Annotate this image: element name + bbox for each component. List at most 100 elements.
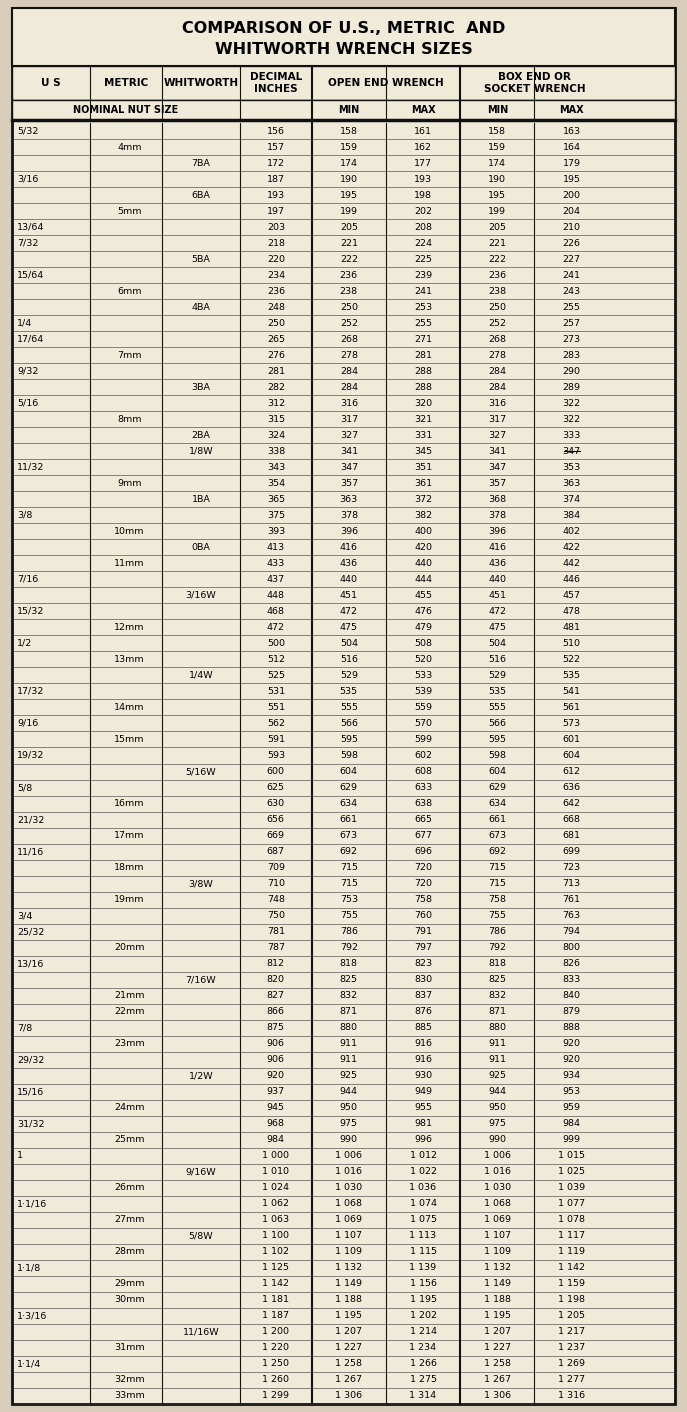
Text: 999: 999 — [563, 1135, 581, 1144]
Text: 320: 320 — [414, 398, 432, 408]
Text: 1 200: 1 200 — [262, 1327, 289, 1336]
Text: 1 207: 1 207 — [335, 1327, 362, 1336]
Text: 281: 281 — [267, 367, 285, 376]
Text: 158: 158 — [488, 127, 506, 136]
Text: 10mm: 10mm — [114, 527, 145, 535]
Text: 30mm: 30mm — [114, 1295, 145, 1305]
Text: 570: 570 — [414, 719, 432, 729]
Bar — [12, 100, 675, 120]
Text: 1 006: 1 006 — [484, 1151, 511, 1161]
Text: 372: 372 — [414, 494, 432, 504]
Text: 163: 163 — [563, 127, 581, 136]
Text: 472: 472 — [267, 623, 285, 633]
Text: 433: 433 — [267, 559, 285, 568]
Text: 1 113: 1 113 — [409, 1231, 437, 1240]
Text: 566: 566 — [488, 719, 506, 729]
Text: 920: 920 — [563, 1039, 581, 1048]
Text: 1 195: 1 195 — [335, 1312, 362, 1320]
Text: 715: 715 — [340, 880, 358, 888]
Text: 833: 833 — [563, 976, 581, 984]
Text: 692: 692 — [488, 847, 506, 856]
Text: 911: 911 — [340, 1039, 358, 1048]
Text: 1 316: 1 316 — [558, 1391, 585, 1401]
Text: 920: 920 — [563, 1055, 581, 1065]
Text: 21mm: 21mm — [114, 991, 145, 1000]
Text: 525: 525 — [267, 671, 285, 681]
Text: 699: 699 — [563, 847, 581, 856]
Text: 440: 440 — [340, 575, 358, 583]
Text: 601: 601 — [563, 736, 581, 744]
Text: 520: 520 — [414, 655, 432, 664]
Text: 226: 226 — [563, 239, 581, 247]
Text: 236: 236 — [488, 271, 506, 280]
Text: 1 237: 1 237 — [558, 1343, 585, 1353]
Text: 21/32: 21/32 — [17, 815, 45, 825]
Text: 797: 797 — [414, 943, 432, 952]
Text: 825: 825 — [488, 976, 506, 984]
Text: 880: 880 — [340, 1024, 358, 1032]
Text: 451: 451 — [488, 590, 506, 600]
Text: 1 142: 1 142 — [262, 1279, 289, 1288]
Text: 204: 204 — [563, 206, 581, 216]
Text: 1 107: 1 107 — [335, 1231, 362, 1240]
Text: 193: 193 — [414, 175, 432, 184]
Text: 876: 876 — [414, 1007, 432, 1017]
Text: 551: 551 — [267, 703, 285, 712]
Text: 830: 830 — [414, 976, 432, 984]
Text: 1 149: 1 149 — [484, 1279, 511, 1288]
Text: 818: 818 — [488, 959, 506, 969]
Text: 1 139: 1 139 — [409, 1264, 437, 1272]
Text: 9/16W: 9/16W — [185, 1168, 216, 1176]
Text: 761: 761 — [563, 895, 581, 904]
Text: 29/32: 29/32 — [17, 1055, 45, 1065]
Text: 195: 195 — [340, 191, 358, 199]
Text: WHITWORTH: WHITWORTH — [164, 78, 238, 88]
Text: 374: 374 — [563, 494, 581, 504]
Text: 630: 630 — [267, 799, 285, 808]
Text: 668: 668 — [563, 815, 581, 825]
Text: 12mm: 12mm — [114, 623, 145, 633]
Text: 1 132: 1 132 — [335, 1264, 362, 1272]
Text: 7mm: 7mm — [117, 350, 142, 360]
Text: 677: 677 — [414, 832, 432, 840]
Text: 955: 955 — [414, 1103, 432, 1113]
Text: 602: 602 — [414, 751, 432, 760]
Text: 1 068: 1 068 — [335, 1199, 362, 1209]
Text: 1 115: 1 115 — [409, 1247, 436, 1257]
Text: 1 142: 1 142 — [558, 1264, 585, 1272]
Text: 4BA: 4BA — [192, 302, 210, 312]
Text: 455: 455 — [414, 590, 432, 600]
Text: 218: 218 — [267, 239, 285, 247]
Text: 1 075: 1 075 — [409, 1216, 436, 1224]
Text: 315: 315 — [267, 415, 285, 424]
Text: 174: 174 — [488, 158, 506, 168]
Text: 533: 533 — [414, 671, 432, 681]
Text: 179: 179 — [563, 158, 581, 168]
Text: 1 202: 1 202 — [409, 1312, 436, 1320]
Text: 1 063: 1 063 — [262, 1216, 289, 1224]
Text: 3/8: 3/8 — [17, 511, 32, 520]
Text: 1 068: 1 068 — [484, 1199, 511, 1209]
Text: 638: 638 — [414, 799, 432, 808]
Text: 451: 451 — [340, 590, 358, 600]
Text: 3/16: 3/16 — [17, 175, 38, 184]
Text: 787: 787 — [267, 943, 285, 952]
Text: 723: 723 — [563, 863, 581, 873]
Text: 221: 221 — [488, 239, 506, 247]
Text: 516: 516 — [488, 655, 506, 664]
Text: 758: 758 — [414, 895, 432, 904]
Text: 7/8: 7/8 — [17, 1024, 32, 1032]
Text: 225: 225 — [414, 254, 432, 264]
Text: 1 107: 1 107 — [484, 1231, 511, 1240]
Text: 529: 529 — [488, 671, 506, 681]
Text: 25/32: 25/32 — [17, 928, 45, 936]
Text: 916: 916 — [414, 1039, 432, 1048]
Text: 535: 535 — [340, 688, 358, 696]
Text: 1/8W: 1/8W — [189, 446, 213, 456]
Text: 1 132: 1 132 — [484, 1264, 511, 1272]
Text: 363: 363 — [563, 479, 581, 487]
Text: MIN: MIN — [338, 104, 359, 114]
Text: MAX: MAX — [559, 104, 584, 114]
Text: 687: 687 — [267, 847, 285, 856]
Text: 284: 284 — [488, 383, 506, 391]
